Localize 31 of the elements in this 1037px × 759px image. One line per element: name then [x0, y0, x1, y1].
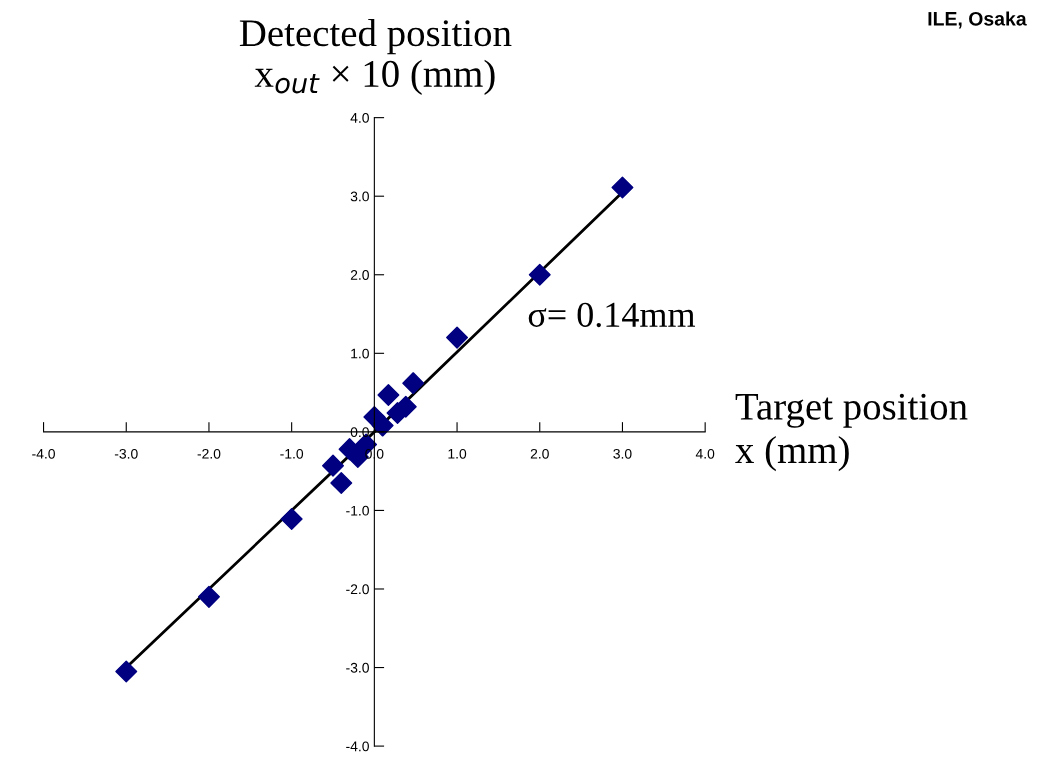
- x-axis-title: Target position x (mm): [735, 393, 968, 472]
- x-tick-label: -3.0: [114, 448, 138, 459]
- y-tick-label: 1.0: [351, 348, 369, 359]
- point: [280, 508, 303, 531]
- point: [528, 263, 551, 286]
- x-tick-label: 4.0: [695, 448, 715, 459]
- point: [402, 372, 425, 395]
- y-tick-label: -3.0: [346, 662, 369, 673]
- y-tick-label: 2.0: [350, 270, 369, 280]
- x-tick-label: 2.0: [530, 448, 549, 459]
- annotation: σ= 0.14mm: [528, 302, 696, 328]
- x-tick-label: -1.0: [280, 448, 304, 459]
- y-tick-label: 3.0: [350, 191, 369, 202]
- point: [197, 585, 220, 608]
- x-tick-label: -4.0: [32, 448, 55, 459]
- x-tick-label: 3.0: [613, 448, 632, 459]
- y-tick-label: -1.0: [346, 505, 369, 516]
- text: ILE, Osaka: [928, 11, 1027, 29]
- point: [322, 454, 345, 477]
- point: [446, 326, 469, 349]
- point: [115, 660, 138, 683]
- point: [377, 383, 400, 406]
- point: [330, 471, 353, 494]
- x-tick-label: 1.0: [448, 448, 467, 459]
- point: [371, 414, 394, 437]
- point: [611, 176, 634, 199]
- y-axis-title: Detected position x$_{out}$ × 10 (mm): [239, 18, 512, 95]
- x-tick-label: -2.0: [197, 448, 221, 459]
- y-tick-label: -4.0: [346, 741, 369, 752]
- y-tick-label: -2.0: [346, 584, 369, 595]
- y-tick-label: 4.0: [350, 112, 369, 123]
